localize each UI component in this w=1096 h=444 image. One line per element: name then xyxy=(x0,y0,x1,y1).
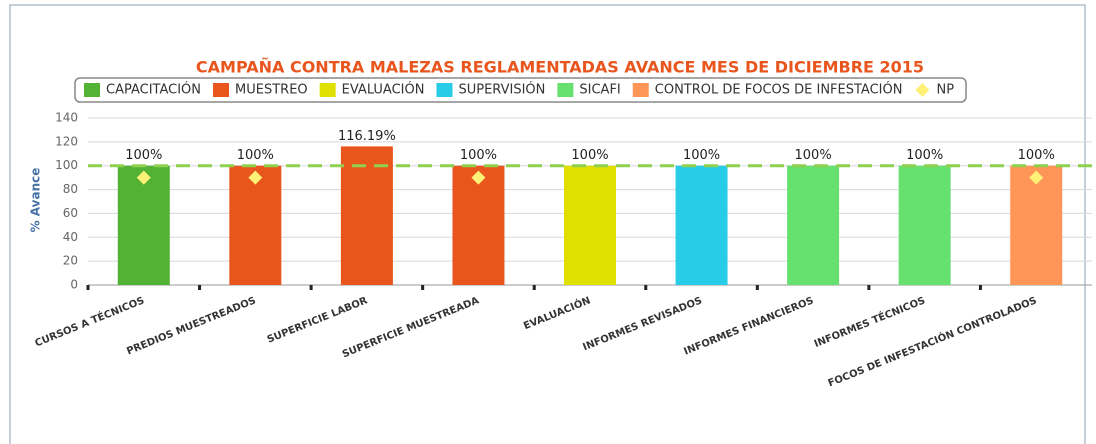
value-label: 100% xyxy=(795,148,832,163)
legend-marker xyxy=(84,83,100,97)
legend-marker xyxy=(213,83,230,97)
x-tick-label: SUPERFICIE LABOR xyxy=(266,295,370,345)
y-tick-label: 40 xyxy=(63,230,78,244)
np-marker xyxy=(471,170,486,185)
y-tick-label: 100 xyxy=(55,158,78,172)
value-label: 100% xyxy=(683,148,720,163)
value-label: 100% xyxy=(237,148,274,163)
legend-label: SICAFI xyxy=(579,83,620,98)
bar xyxy=(898,165,951,285)
x-tick-label: FOCOS DE INFESTACIÓN CONTROLADOS xyxy=(826,294,1039,390)
bar xyxy=(564,165,616,285)
bar xyxy=(675,165,728,285)
legend-label: CONTROL DE FOCOS DE INFESTACIÓN xyxy=(655,82,903,98)
legend-box xyxy=(74,77,967,103)
value-label: 100% xyxy=(571,148,608,163)
legend-marker xyxy=(319,83,336,97)
value-label: 100% xyxy=(460,148,497,163)
bar xyxy=(1010,165,1063,285)
np-marker xyxy=(1029,170,1044,185)
value-label: 100% xyxy=(125,148,162,163)
chart-title: CAMPAÑA CONTRA MALEZAS REGLAMENTADAS AVA… xyxy=(196,58,924,77)
bar xyxy=(452,165,505,285)
value-label: 100% xyxy=(906,148,943,163)
legend-label: MUESTREO xyxy=(235,83,308,98)
x-tick-label: CURSOS A TÉCNICOS xyxy=(33,294,146,350)
y-tick-label: 0 xyxy=(70,278,78,292)
y-axis-label: % Avance xyxy=(29,168,43,233)
y-tick-label: 120 xyxy=(55,134,78,148)
legend-marker xyxy=(436,83,453,97)
value-label: 100% xyxy=(1018,148,1055,163)
bar xyxy=(340,146,393,285)
legend-marker xyxy=(915,83,930,97)
frame xyxy=(9,4,1086,444)
y-tick-label: 20 xyxy=(63,254,78,268)
np-marker xyxy=(136,170,151,185)
x-tick-label: INFORMES TÉCNICOS xyxy=(812,294,927,351)
np-marker xyxy=(248,170,263,185)
y-tick-label: 60 xyxy=(63,206,78,220)
legend-label: SUPERVISIÓN xyxy=(458,82,545,98)
value-label: 116.19% xyxy=(338,129,396,144)
y-tick-label: 140 xyxy=(55,111,78,125)
y-tick-label: 80 xyxy=(63,182,78,196)
legend-label: EVALUACIÓN xyxy=(342,82,425,98)
bar xyxy=(117,165,170,285)
legend-label: NP xyxy=(936,83,954,98)
x-tick-label: INFORMES REVISADOS xyxy=(581,295,703,353)
legend-marker xyxy=(632,83,649,97)
bar xyxy=(229,165,282,285)
bar xyxy=(787,165,840,285)
legend-label: CAPACITACIÓN xyxy=(106,82,201,98)
legend-marker xyxy=(557,83,574,97)
x-tick-label: EVALUACIÓN xyxy=(521,294,592,333)
